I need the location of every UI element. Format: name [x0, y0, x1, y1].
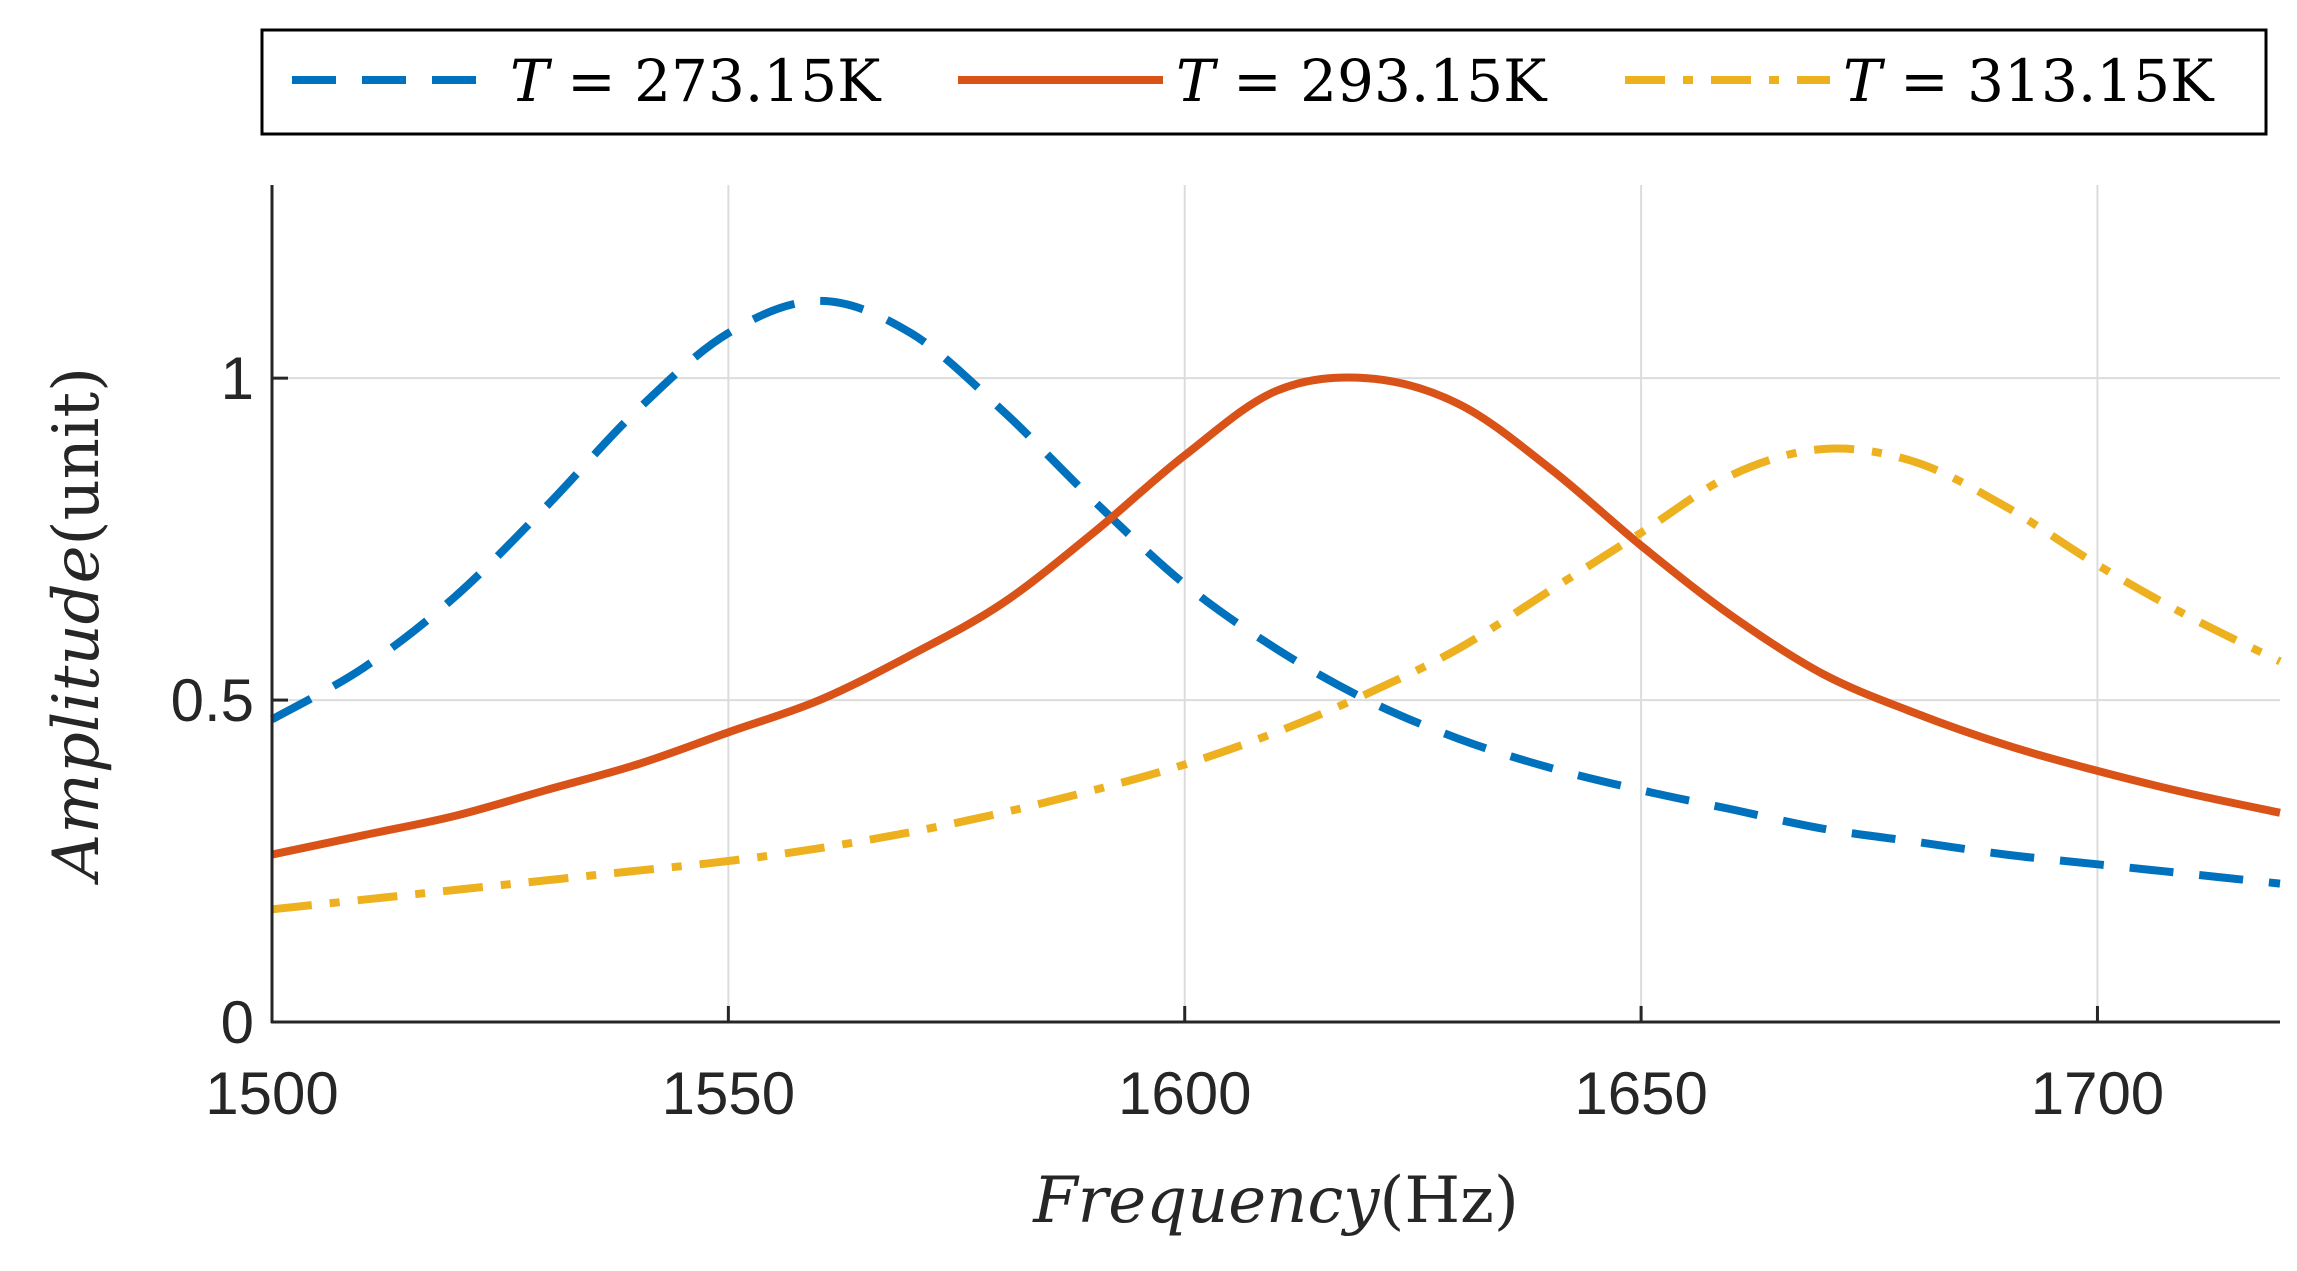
- y-axis-label: Amplitude(unit): [40, 367, 114, 885]
- tick-labels: 1500 1550 1600 1650 1700 0 0.5 1: [171, 345, 2165, 1127]
- y-tick-label-0.5: 0.5: [171, 667, 254, 734]
- legend-label-313: T = 313.15K: [1843, 47, 2215, 115]
- series-293-line: [271, 373, 2281, 859]
- y-axis-label-var: Amplitude: [40, 545, 114, 885]
- legend-label-293: T = 293.15K: [1176, 47, 1548, 115]
- legend-entry-313: T = 313.15K: [1625, 47, 2215, 115]
- x-tick-label-1550: 1550: [662, 1060, 795, 1127]
- x-tick-label-1600: 1600: [1118, 1060, 1251, 1127]
- x-tick-label-1500: 1500: [205, 1060, 338, 1127]
- legend-label-273: T = 273.15K: [510, 47, 882, 115]
- grid-lines: [272, 185, 2280, 1022]
- y-tick-label-0: 0: [221, 989, 254, 1056]
- series-313-line: [271, 444, 2282, 914]
- legend: T = 273.15K T = 293.15K T = 313.15K: [260, 28, 2268, 136]
- x-tick-label-1700: 1700: [2031, 1060, 2164, 1127]
- legend-box: [260, 28, 2268, 136]
- y-axis-label-unit: (unit): [40, 367, 114, 546]
- x-tick-label-1650: 1650: [1574, 1060, 1707, 1127]
- y-tick-label-1: 1: [221, 345, 254, 412]
- x-axis-label-unit: (Hz): [1379, 1164, 1518, 1238]
- series-lines: [270, 296, 2282, 914]
- legend-entry-273: T = 273.15K: [292, 47, 882, 115]
- x-axis-label-var: Frequency: [1032, 1164, 1380, 1238]
- series-273-line: [270, 296, 2281, 888]
- legend-entry-293: T = 293.15K: [958, 47, 1548, 115]
- axes: [270, 185, 2280, 1024]
- x-axis-label: Frequency(Hz): [1032, 1164, 1519, 1238]
